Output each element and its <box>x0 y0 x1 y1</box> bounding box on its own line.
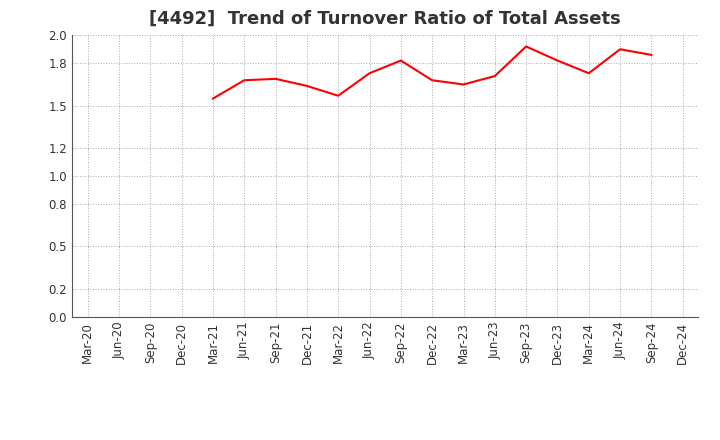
Title: [4492]  Trend of Turnover Ratio of Total Assets: [4492] Trend of Turnover Ratio of Total … <box>149 10 621 28</box>
